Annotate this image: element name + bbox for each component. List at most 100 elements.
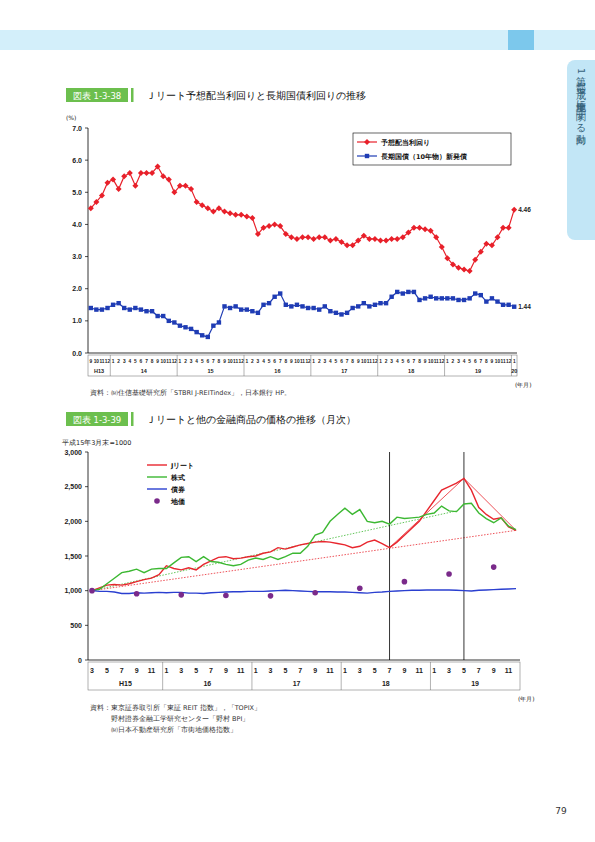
legend-box [353, 133, 511, 165]
chart: 図表 1-3-39Ｊリートと他の金融商品の価格の推移（月次）平成15年3月末=1… [62, 412, 535, 734]
y-tick-label: 500 [70, 622, 82, 629]
x-tick-label: 1 [379, 359, 382, 364]
y-tick [85, 556, 88, 557]
x-tick-label: 2 [385, 359, 388, 364]
x-tick-label: 9 [135, 667, 139, 674]
x-tick-label: 5 [105, 667, 109, 674]
marker [378, 238, 384, 244]
x-tick-label: 5 [462, 667, 466, 674]
marker [127, 170, 133, 176]
marker [350, 242, 356, 248]
marker [217, 320, 221, 324]
marker [355, 238, 361, 244]
marker [155, 314, 159, 318]
marker [512, 305, 516, 309]
marker [356, 304, 360, 308]
x-tick-label: 8 [284, 359, 287, 364]
marker [139, 307, 143, 311]
legend-line [147, 476, 167, 477]
marker [223, 593, 229, 599]
marker [511, 207, 517, 213]
x-tick-label: 11 [416, 667, 424, 674]
y-tick-label: 1.0 [72, 317, 82, 324]
x-group-separator [444, 355, 445, 376]
marker [372, 236, 378, 242]
y-tick [85, 353, 88, 354]
marker [199, 202, 205, 208]
x-tick-label: 12 [305, 359, 311, 364]
x-tick-label: 2 [318, 359, 321, 364]
legend: Jリート株式債券地価 [147, 462, 194, 506]
x-tick-label: 8 [485, 359, 488, 364]
marker [100, 307, 104, 311]
series-line [91, 167, 514, 271]
marker [138, 170, 144, 176]
marker [467, 296, 471, 300]
plot-area [89, 452, 516, 660]
marker [222, 304, 226, 308]
y-tick-label: 5.0 [72, 189, 82, 196]
x-tick-label: 3 [269, 667, 273, 674]
marker [361, 233, 367, 239]
legend-label: 債券 [170, 486, 185, 494]
marker [128, 307, 132, 311]
marker [362, 301, 366, 305]
marker [222, 209, 228, 215]
x-tick-label: 3 [123, 359, 126, 364]
marker [491, 564, 497, 570]
marker [132, 183, 138, 189]
marker [155, 164, 161, 170]
marker [111, 303, 115, 307]
x-tick-label: 6 [340, 359, 343, 364]
marker [99, 193, 105, 199]
marker [306, 306, 310, 310]
marker [444, 255, 450, 261]
marker [171, 189, 177, 195]
page-number: 79 [555, 806, 567, 816]
x-label: (年月) [518, 695, 535, 702]
x-tick-label: 12 [105, 359, 111, 364]
legend-label: Jリート [170, 462, 194, 470]
marker [389, 295, 393, 299]
y-tick-label: 2,000 [64, 518, 82, 526]
marker [402, 579, 408, 585]
marker [94, 307, 98, 311]
marker [239, 307, 243, 311]
marker [266, 223, 272, 229]
marker [244, 213, 250, 219]
x-tick-label: 3 [457, 359, 460, 364]
marker [395, 290, 399, 294]
x-tick-label: 5 [335, 359, 338, 364]
marker [433, 234, 439, 240]
x-tick-label: 6 [140, 359, 143, 364]
marker [472, 257, 478, 263]
x-tick-label: 3 [358, 667, 362, 674]
side-tab-text: 平成19年度土地に関する動向 [567, 82, 595, 127]
x-group-label: 15 [208, 368, 214, 374]
marker [311, 306, 315, 310]
marker [501, 303, 505, 307]
legend-line [147, 488, 167, 489]
x-tick-label: 9 [492, 667, 496, 674]
x-tick-label: 11 [505, 667, 513, 674]
marker [456, 298, 460, 302]
y-tick-label: 0.0 [72, 350, 82, 357]
x-tick-label: 2 [251, 359, 254, 364]
trend-line [390, 478, 516, 547]
marker [461, 266, 467, 272]
x-group-label: H13 [94, 368, 104, 374]
y-axis [88, 128, 89, 353]
source: 資料：東京証券取引所「東証 REIT 指数」，「TOPIX」 [90, 704, 261, 712]
x-tick-label: 12 [239, 359, 245, 364]
y-tick [85, 224, 88, 225]
x-tick-label: 1 [254, 667, 258, 674]
series-line [91, 292, 514, 337]
x-tick-label: 1 [312, 359, 315, 364]
marker [417, 298, 421, 302]
x-group-separator [110, 355, 111, 376]
x-group-label: 17 [341, 368, 347, 374]
subtitle: 平成15年3月末=1000 [62, 439, 131, 447]
x-tick-label: 1 [164, 667, 168, 674]
x-group-label: 14 [141, 368, 148, 374]
marker [93, 199, 99, 205]
